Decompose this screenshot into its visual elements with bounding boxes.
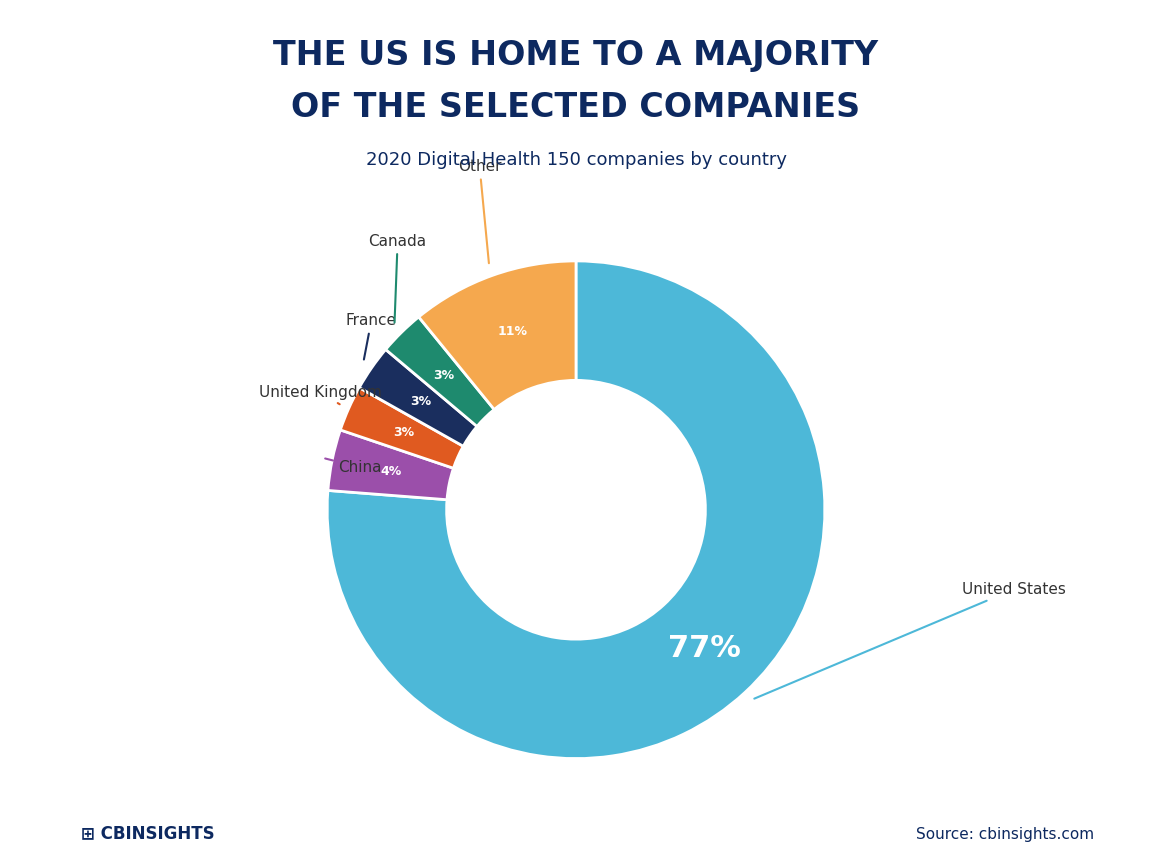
Text: 3%: 3% [393, 426, 414, 439]
Text: Source: cbinsights.com: Source: cbinsights.com [916, 828, 1094, 842]
Text: OF THE SELECTED COMPANIES: OF THE SELECTED COMPANIES [291, 91, 861, 124]
Text: 3%: 3% [433, 369, 454, 382]
Text: China: China [325, 459, 382, 475]
Text: ⊞ CBINSIGHTS: ⊞ CBINSIGHTS [81, 824, 214, 842]
Text: 2020 Digital Health 150 companies by country: 2020 Digital Health 150 companies by cou… [365, 151, 787, 169]
Text: 4%: 4% [380, 466, 401, 479]
Text: THE US IS HOME TO A MAJORITY: THE US IS HOME TO A MAJORITY [273, 39, 879, 72]
Wedge shape [418, 261, 576, 410]
Text: 3%: 3% [410, 396, 431, 409]
Wedge shape [386, 317, 494, 427]
Text: United Kingdom: United Kingdom [259, 385, 382, 404]
Text: Canada: Canada [369, 233, 426, 322]
Text: Other: Other [457, 159, 501, 264]
Wedge shape [328, 430, 454, 499]
Wedge shape [359, 349, 477, 446]
Text: United States: United States [755, 581, 1066, 699]
Wedge shape [340, 388, 463, 468]
Text: France: France [346, 313, 396, 359]
Text: 11%: 11% [498, 325, 528, 338]
Text: 77%: 77% [668, 634, 741, 663]
Wedge shape [327, 261, 825, 759]
